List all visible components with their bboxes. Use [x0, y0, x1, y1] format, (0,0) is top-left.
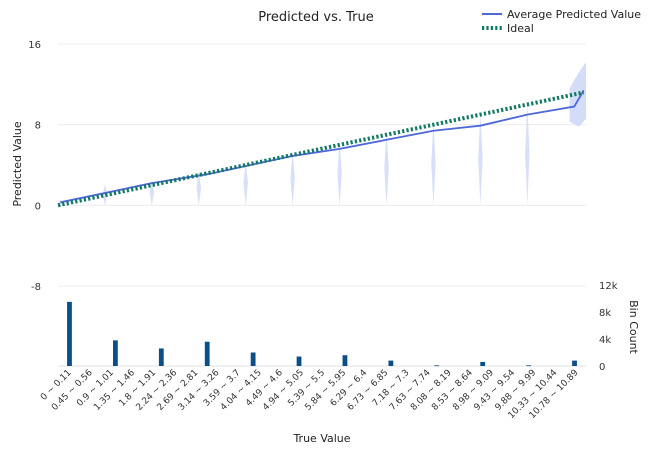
legend-label-average-predicted: Average Predicted Value	[507, 8, 641, 21]
spread-spike	[196, 171, 201, 206]
y2-tick-label: 12k	[599, 281, 618, 292]
y2-tick-label: 8k	[599, 308, 611, 319]
spread-spike	[525, 102, 530, 206]
legend-label-ideal: Ideal	[507, 22, 534, 35]
bin-bar	[67, 301, 72, 366]
y2-tick-labels: 12k 8k 4k 0	[599, 281, 618, 373]
series-lines	[57, 89, 585, 208]
y-tick-label: 16	[28, 40, 41, 51]
y2-tick-label: 0	[599, 362, 605, 373]
bin-count-bars	[67, 301, 577, 367]
bin-bar	[526, 365, 532, 367]
spread-spike	[337, 140, 342, 206]
bin-bar	[388, 360, 394, 366]
bin-bar	[204, 341, 210, 366]
spread-spike	[431, 121, 436, 206]
chart-title: Predicted vs. True	[258, 10, 374, 25]
bin-bar	[480, 361, 486, 366]
spread-band-end	[569, 62, 586, 127]
spread-spike	[102, 184, 108, 206]
y-axis-label: Predicted Value	[11, 121, 24, 207]
x-axis-label: True Value	[292, 432, 350, 445]
ideal-line	[57, 90, 585, 208]
bin-bar	[250, 352, 256, 366]
spread-spike	[478, 111, 483, 206]
bin-bar	[342, 355, 348, 366]
y-tick-label: 8	[35, 121, 41, 132]
bin-bar	[158, 348, 164, 366]
y2-tick-label: 4k	[599, 335, 611, 346]
y-tick-labels: 16 8 0 -8	[28, 40, 41, 293]
gridlines	[58, 43, 586, 367]
average-predicted-line	[60, 89, 585, 204]
spread-spike	[384, 130, 389, 206]
bin-bar	[112, 340, 118, 366]
spread-spike	[149, 179, 155, 206]
spread-spike	[290, 150, 295, 206]
prediction-spread-band	[58, 62, 586, 208]
spread-spike	[243, 160, 248, 206]
chart-legend: Average Predicted Value Ideal	[482, 8, 641, 35]
y2-axis-label: Bin Count	[627, 300, 640, 354]
bin-bar	[434, 365, 440, 367]
bin-bar	[572, 360, 577, 366]
y-tick-label: 0	[35, 201, 41, 212]
x-tick-labels: 0 ~ 0.110.45 ~ 0.560.9 ~ 1.011.35 ~ 1.46…	[39, 368, 581, 421]
y-tick-label: -8	[31, 282, 41, 293]
bin-bar	[296, 356, 302, 366]
